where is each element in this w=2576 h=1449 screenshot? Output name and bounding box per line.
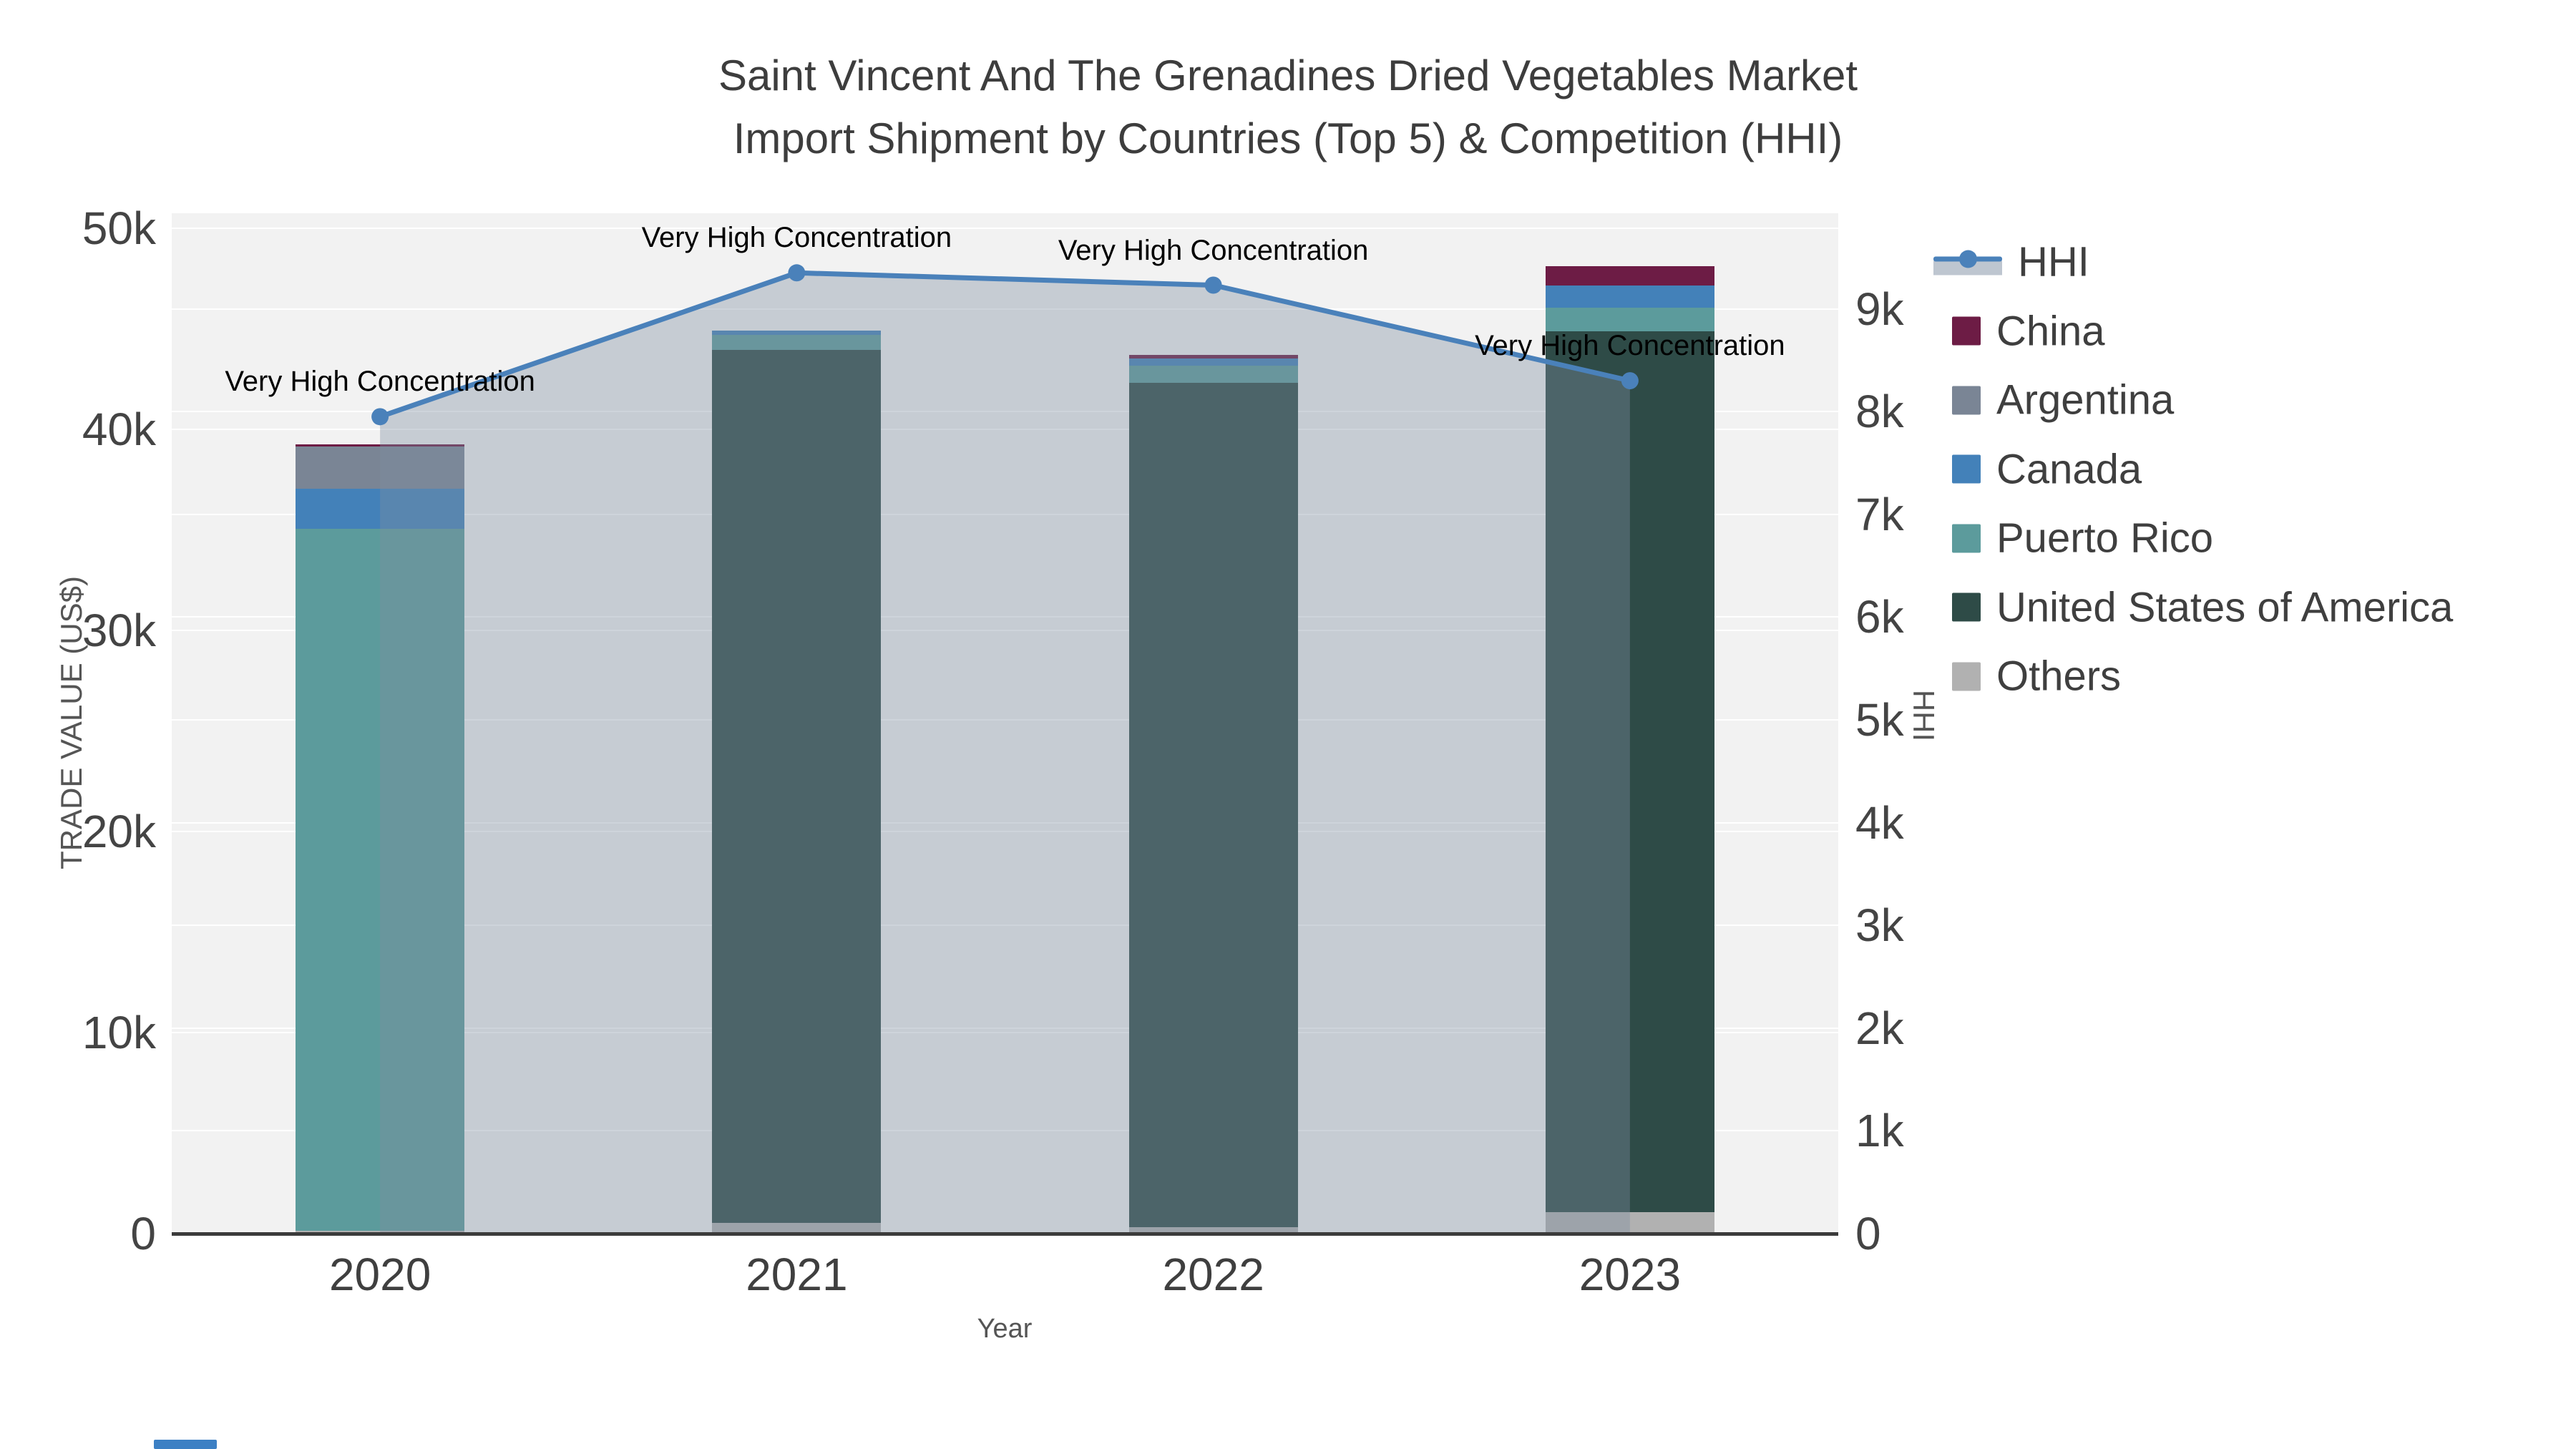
x-axis-line xyxy=(172,1232,1838,1236)
gridline-right-8000 xyxy=(172,411,1838,413)
bar-segment-2022-canada[interactable] xyxy=(1128,358,1298,366)
legend-swatch-puerto-rico xyxy=(1952,524,1981,552)
y-axis-left-title: TRADE VALUE (US$) xyxy=(54,576,88,869)
gridline-right-6000 xyxy=(172,616,1838,618)
y-right-tick-label-7k: 7k xyxy=(1855,488,1904,540)
bar-segment-2020-china[interactable] xyxy=(296,444,465,447)
y-left-tick-label-10k: 10k xyxy=(82,1007,156,1058)
legend-item-puerto-rico[interactable]: Puerto Rico xyxy=(1933,514,2213,562)
hhi-area-fill xyxy=(380,273,1630,1234)
legend-swatch-others xyxy=(1952,662,1981,691)
y-right-tick-label-6k: 6k xyxy=(1855,591,1904,643)
hhi-marker-2022[interactable] xyxy=(1204,276,1222,294)
legend-label-canada: Canada xyxy=(1996,446,2142,492)
gridline-right-1000 xyxy=(172,1130,1838,1132)
chart-title-line1: Saint Vincent And The Grenadines Dried V… xyxy=(718,52,1858,99)
bar-segment-2022-china[interactable] xyxy=(1128,355,1298,359)
y-right-tick-label-4k: 4k xyxy=(1855,796,1904,849)
legend-hhi-fill xyxy=(1933,260,2002,275)
y-left-tick-label-50k: 50k xyxy=(82,203,156,255)
bar-segment-2023-puerto-rico[interactable] xyxy=(1545,307,1714,332)
chart-title: Saint Vincent And The Grenadines Dried V… xyxy=(0,44,2576,170)
legend-label-hhi: HHI xyxy=(2018,238,2089,286)
legend-label-others: Others xyxy=(1996,653,2122,700)
x-axis-title: Year xyxy=(977,1314,1033,1344)
bar-segment-2021-others[interactable] xyxy=(712,1222,882,1234)
gridline-left-30000 xyxy=(172,630,1838,632)
legend-label-united-states-of-america: United States of America xyxy=(1996,584,2454,630)
legend-swatch-united-states-of-america xyxy=(1952,592,1981,622)
y-left-tick-label-40k: 40k xyxy=(82,404,156,456)
bar-segment-2022-united-states-of-america[interactable] xyxy=(1128,383,1298,1227)
legend-item-hhi[interactable]: HHI xyxy=(1933,238,2089,286)
y-right-tick-label-5k: 5k xyxy=(1855,693,1904,746)
gridline-right-7000 xyxy=(172,513,1838,515)
bar-segment-2020-argentina[interactable] xyxy=(296,446,465,489)
annotation-2020: Very High Concentration xyxy=(225,366,535,398)
legend-item-argentina[interactable]: Argentina xyxy=(1933,376,2174,424)
gridline-right-5000 xyxy=(172,718,1838,721)
hhi-marker-2023[interactable] xyxy=(1621,372,1639,390)
bar-segment-2023-others[interactable] xyxy=(1545,1212,1714,1234)
x-tick-label-2022: 2022 xyxy=(1162,1249,1264,1300)
bar-segment-2020-canada[interactable] xyxy=(296,488,465,530)
x-tick-label-2023: 2023 xyxy=(1579,1249,1682,1300)
hhi-marker-2021[interactable] xyxy=(788,264,806,282)
legend-item-united-states-of-america[interactable]: United States of America xyxy=(1933,583,2453,631)
annotation-2022: Very High Concentration xyxy=(1058,234,1369,266)
legend-swatch-canada xyxy=(1952,454,1981,484)
gridline-left-10000 xyxy=(172,1032,1838,1033)
bar-segment-2021-united-states-of-america[interactable] xyxy=(712,350,882,1223)
gridline-left-40000 xyxy=(172,429,1838,431)
bar-segment-2021-puerto-rico[interactable] xyxy=(712,334,882,351)
y-left-tick-label-0: 0 xyxy=(130,1208,156,1259)
y-right-tick-label-9k: 9k xyxy=(1855,283,1904,335)
y-right-tick-label-3k: 3k xyxy=(1855,899,1904,952)
legend-swatch-argentina xyxy=(1952,386,1981,414)
bar-segment-2023-united-states-of-america[interactable] xyxy=(1545,331,1714,1213)
bar-segment-2020-puerto-rico[interactable] xyxy=(296,529,465,1231)
legend-label-china: China xyxy=(1996,308,2105,354)
gridline-left-20000 xyxy=(172,831,1838,833)
legend-label-argentina: Argentina xyxy=(1996,376,2175,424)
x-tick-label-2021: 2021 xyxy=(746,1249,848,1300)
annotation-2021: Very High Concentration xyxy=(641,222,952,254)
y-right-tick-label-0: 0 xyxy=(1855,1208,1881,1259)
hhi-marker-2020[interactable] xyxy=(371,408,389,426)
bottom-left-blue-fragment xyxy=(154,1440,217,1449)
y-right-tick-label-8k: 8k xyxy=(1855,386,1904,438)
gridline-right-9000 xyxy=(172,308,1838,310)
legend-label-puerto-rico: Puerto Rico xyxy=(1996,514,2214,562)
x-tick-label-2020: 2020 xyxy=(328,1249,431,1300)
annotation-2023: Very High Concentration xyxy=(1475,330,1785,362)
hhi-svg xyxy=(371,264,1639,1234)
legend-item-others[interactable]: Others xyxy=(1933,653,2121,701)
y-left-tick-label-20k: 20k xyxy=(82,806,156,858)
y-right-tick-label-1k: 1k xyxy=(1855,1105,1904,1157)
gridline-right-4000 xyxy=(172,821,1838,824)
hhi-line[interactable] xyxy=(379,270,1631,419)
chart-title-line2: Import Shipment by Countries (Top 5) & C… xyxy=(733,114,1843,162)
bar-segment-2021-canada[interactable] xyxy=(712,331,882,335)
legend-item-canada[interactable]: Canada xyxy=(1933,445,2142,493)
gridline-left-50000 xyxy=(172,228,1838,230)
bar-segment-2020-others[interactable] xyxy=(296,1230,465,1234)
bar-segment-2023-canada[interactable] xyxy=(1545,286,1714,308)
gridline-right-3000 xyxy=(172,924,1838,927)
y-left-tick-label-30k: 30k xyxy=(82,605,156,657)
legend-hhi-line-swatch xyxy=(1933,243,2002,280)
bar-segment-2023-china[interactable] xyxy=(1545,266,1714,286)
bar-segment-2022-others[interactable] xyxy=(1128,1226,1298,1234)
legend-hhi-marker xyxy=(1959,250,1977,268)
legend-item-china[interactable]: China xyxy=(1933,307,2105,355)
y-right-tick-label-2k: 2k xyxy=(1855,1002,1904,1054)
gridline-right-2000 xyxy=(172,1027,1838,1029)
legend-swatch-china xyxy=(1952,316,1981,346)
bar-segment-2022-puerto-rico[interactable] xyxy=(1128,366,1298,384)
